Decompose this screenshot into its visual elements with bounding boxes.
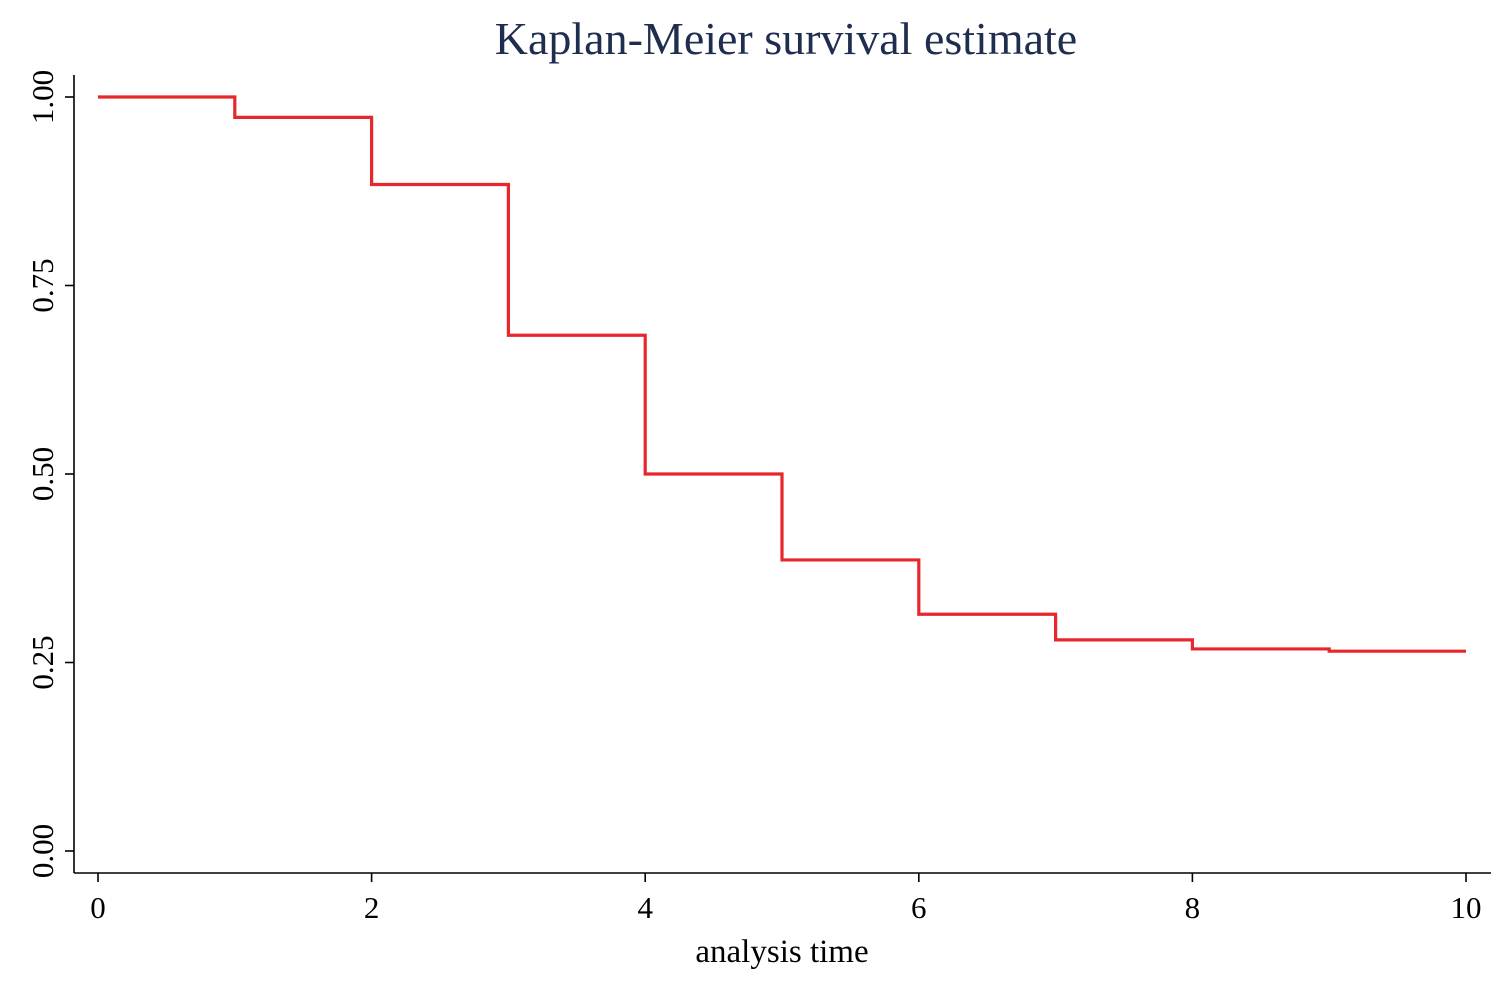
y-tick-label: 0.75 [25,258,60,312]
x-tick-label: 6 [911,890,927,925]
y-tick-label: 1.00 [25,70,60,124]
y-tick-label: 0.00 [25,824,60,878]
x-tick-label: 4 [637,890,653,925]
y-ticks: 0.00 0.25 0.50 0.75 1.00 [25,70,74,878]
survival-step-line [98,95,1466,653]
y-tick-label: 0.50 [25,447,60,501]
x-tick-label: 8 [1185,890,1201,925]
x-tick-label: 10 [1451,890,1482,925]
x-ticks: 0 2 4 6 8 10 [90,873,1482,925]
chart-title: Kaplan-Meier survival estimate [495,13,1077,64]
x-axis-title: analysis time [695,934,868,970]
series-group [98,95,1466,653]
x-tick-label: 0 [90,890,106,925]
x-tick-label: 2 [364,890,380,925]
y-tick-label: 0.25 [25,635,60,689]
